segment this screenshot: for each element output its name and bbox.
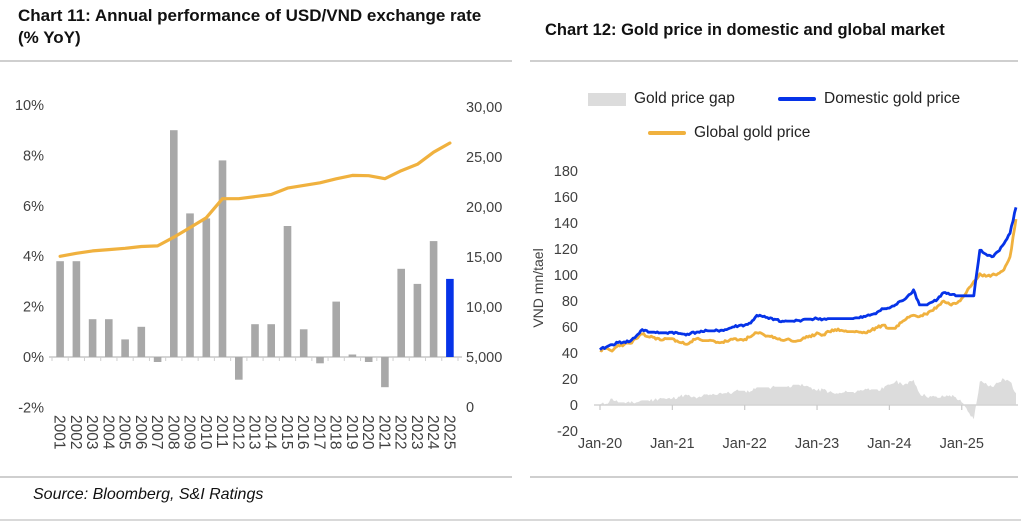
- svg-text:0: 0: [466, 400, 474, 416]
- svg-text:60: 60: [562, 320, 578, 336]
- legend-item-global-gold-price: Global gold price: [648, 124, 810, 142]
- svg-text:40: 40: [562, 346, 578, 362]
- svg-text:-20: -20: [557, 424, 578, 440]
- svg-text:30,00: 30,00: [466, 100, 502, 116]
- chart12-title: Chart 12: Gold price in domestic and glo…: [545, 21, 945, 39]
- legend-label: Domestic gold price: [824, 90, 961, 107]
- svg-text:2006: 2006: [132, 415, 149, 449]
- svg-text:2%: 2%: [23, 300, 44, 316]
- svg-text:2021: 2021: [375, 415, 392, 449]
- svg-text:2018: 2018: [327, 415, 344, 449]
- svg-text:Jan-24: Jan-24: [867, 436, 911, 452]
- divider-top-left: [0, 60, 512, 62]
- svg-text:2013: 2013: [246, 415, 263, 449]
- svg-text:Jan-25: Jan-25: [940, 436, 984, 452]
- svg-text:Jan-22: Jan-22: [723, 436, 767, 452]
- svg-text:10%: 10%: [15, 98, 44, 114]
- svg-text:100: 100: [554, 268, 578, 284]
- global-gold-price-line: [599, 218, 1018, 353]
- svg-text:0: 0: [570, 398, 578, 414]
- svg-text:4%: 4%: [23, 249, 44, 265]
- svg-text:2023: 2023: [408, 415, 425, 449]
- legend-label: Gold price gap: [634, 90, 735, 107]
- svg-text:2007: 2007: [148, 415, 165, 449]
- svg-text:2011: 2011: [213, 415, 230, 448]
- y-axis-title: VND mn/tael: [530, 248, 546, 327]
- usdvnd-rate-line: [58, 141, 452, 258]
- gap-area-swatch: [588, 92, 626, 106]
- svg-text:20: 20: [562, 372, 578, 388]
- svg-text:6%: 6%: [23, 199, 44, 215]
- svg-text:Jan-21: Jan-21: [650, 436, 694, 452]
- svg-text:Jan-20: Jan-20: [578, 436, 622, 452]
- svg-text:2001: 2001: [51, 415, 68, 449]
- svg-text:2022: 2022: [392, 415, 409, 449]
- svg-text:Jan-23: Jan-23: [795, 436, 839, 452]
- svg-text:15,00: 15,00: [466, 250, 502, 266]
- source-note: Source: Bloomberg, S&I Ratings: [33, 486, 264, 503]
- legend-label: Global gold price: [694, 124, 811, 141]
- svg-text:2025: 2025: [440, 415, 457, 449]
- divider-bottom-right: [530, 476, 1018, 478]
- chart11-title: Chart 11: Annual performance of USD/VND …: [18, 6, 482, 48]
- svg-text:25,00: 25,00: [466, 150, 502, 166]
- svg-text:10,00: 10,00: [466, 300, 502, 316]
- divider-top-right: [530, 60, 1018, 62]
- svg-text:0%: 0%: [23, 350, 44, 366]
- svg-text:2015: 2015: [278, 415, 295, 449]
- legend-item-gold-price-gap: Gold price gap: [588, 90, 735, 108]
- domestic-line-swatch: [778, 97, 816, 101]
- svg-text:180: 180: [554, 164, 578, 180]
- legend-item-domestic-gold-price: Domestic gold price: [778, 90, 960, 108]
- svg-text:160: 160: [554, 190, 578, 206]
- chart11-plot: 10% 8% 6% 4% 2% 0% -2% 30,00 25,00 20,00 15,00 10,0…: [15, 98, 502, 450]
- svg-text:2010: 2010: [197, 415, 214, 450]
- svg-text:2024: 2024: [424, 415, 441, 450]
- page-bottom-rule: [0, 519, 1021, 521]
- svg-text:2014: 2014: [262, 415, 279, 450]
- chart12-plot: 180 160 140 120 100 80 60 40 20 0 -20 VND mn/tael Ja…: [530, 164, 1018, 452]
- svg-text:-2%: -2%: [18, 400, 44, 416]
- svg-text:2008: 2008: [164, 415, 181, 449]
- svg-text:2020: 2020: [359, 415, 376, 450]
- svg-text:140: 140: [554, 216, 578, 232]
- svg-text:2019: 2019: [343, 415, 360, 449]
- svg-text:2016: 2016: [294, 415, 311, 449]
- svg-text:2002: 2002: [67, 415, 84, 449]
- usdvnd-yoy-bars: [56, 130, 454, 388]
- svg-text:2004: 2004: [99, 415, 116, 450]
- svg-text:2009: 2009: [181, 415, 198, 449]
- global-line-swatch: [648, 131, 686, 135]
- svg-text:2012: 2012: [229, 415, 246, 449]
- svg-text:2017: 2017: [311, 415, 328, 449]
- gold-price-gap-area: [600, 378, 1016, 420]
- svg-text:5,000: 5,000: [466, 350, 502, 366]
- svg-text:8%: 8%: [23, 148, 44, 164]
- svg-text:120: 120: [554, 242, 578, 258]
- svg-text:2005: 2005: [116, 415, 133, 449]
- svg-text:80: 80: [562, 294, 578, 310]
- divider-bottom-left: [0, 476, 512, 478]
- svg-text:2003: 2003: [83, 415, 100, 449]
- domestic-gold-price-line: [599, 207, 1018, 351]
- svg-text:20,00: 20,00: [466, 200, 502, 216]
